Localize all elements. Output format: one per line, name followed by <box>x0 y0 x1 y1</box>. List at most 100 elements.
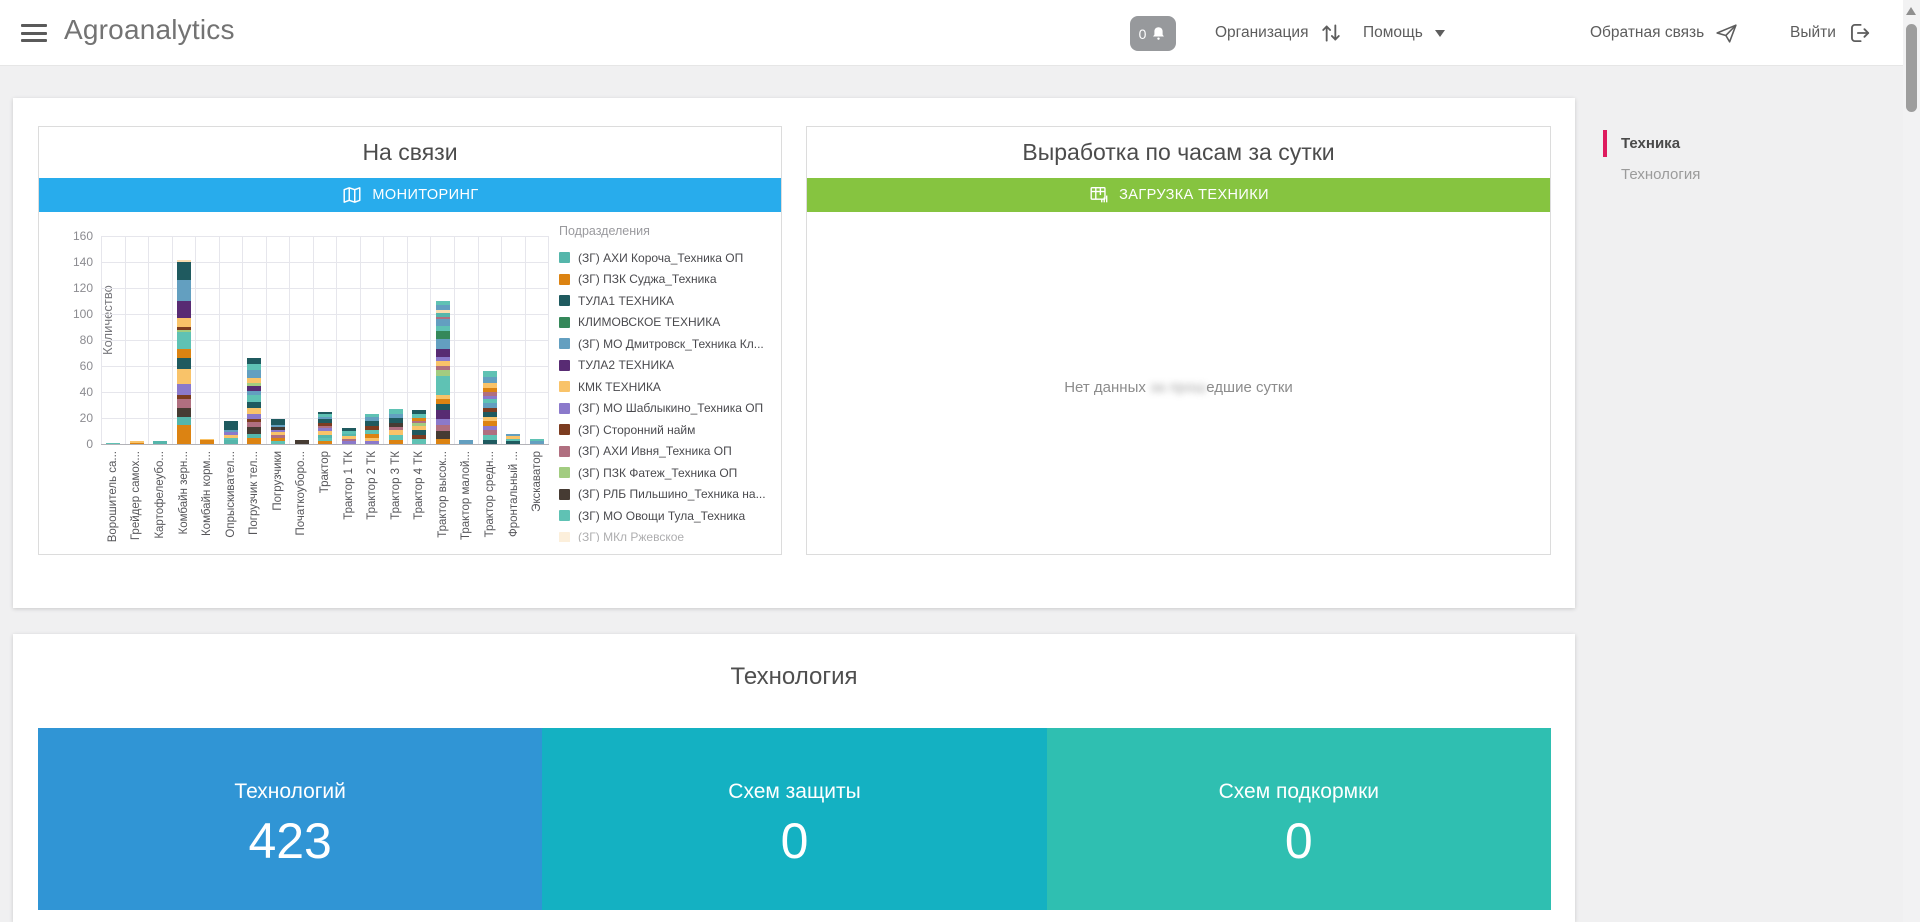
bar-segment <box>388 427 403 430</box>
bar[interactable] <box>318 411 333 444</box>
bar-segment <box>435 325 450 332</box>
bar-segment <box>482 371 497 377</box>
bar-segment <box>435 398 450 404</box>
notifications-button[interactable]: 0 <box>1130 16 1176 51</box>
legend-label: (ЗГ) МО Овощи Тула_Техника <box>578 508 746 523</box>
legend-item[interactable]: (ЗГ) МО Шаблыкино_Техника ОП <box>559 398 779 420</box>
bar[interactable] <box>459 440 474 444</box>
x-tick-label: Комбайн корм... <box>201 451 214 537</box>
bar-segment <box>412 410 427 415</box>
scrollbar-thumb[interactable] <box>1906 24 1917 112</box>
nav-organization[interactable]: Организация <box>1215 0 1344 66</box>
bar-segment <box>435 424 450 432</box>
bar[interactable] <box>341 428 356 444</box>
bar-segment <box>247 363 262 370</box>
legend-item[interactable]: (ЗГ) МО Дмитровск_Техника Кл... <box>559 333 779 355</box>
page-scrollbar[interactable] <box>1903 0 1920 922</box>
legend-swatch <box>559 424 570 436</box>
bar[interactable] <box>435 301 450 444</box>
bar[interactable] <box>270 419 285 444</box>
legend-swatch <box>559 338 570 350</box>
bar[interactable] <box>106 442 121 444</box>
bar[interactable] <box>294 440 309 444</box>
legend-item[interactable]: (ЗГ) АХИ Короча_Техника ОП <box>559 247 779 269</box>
legend-item[interactable]: КЛИМОВСКОЕ ТЕХНИКА <box>559 312 779 334</box>
legend-item[interactable]: (ЗГ) МО Овощи Тула_Техника <box>559 505 779 527</box>
nav-help[interactable]: Помощь <box>1363 0 1445 66</box>
bar[interactable] <box>412 410 427 444</box>
kpi-tile[interactable]: Схем подкормки 0 <box>1046 728 1551 910</box>
bar-segment <box>482 416 497 421</box>
bar-segment <box>388 418 403 424</box>
bar-segment <box>412 420 427 424</box>
gridline <box>101 392 549 393</box>
legend-label: КМК ТЕХНИКА <box>578 379 661 394</box>
bar-segment <box>482 440 497 444</box>
legend-item[interactable]: ТУЛА1 ТЕХНИКА <box>559 290 779 312</box>
y-tick-label: 140 <box>72 255 93 269</box>
bar[interactable] <box>153 441 168 444</box>
nav-feedback[interactable]: Обратная связь <box>1590 0 1739 66</box>
bar-chart: Количество 0 20 40 60 80 100 120 140 160 Ворошит… <box>39 212 781 556</box>
bar-segment <box>247 421 262 428</box>
bar[interactable] <box>365 414 380 444</box>
legend-item[interactable]: ТУЛА2 ТЕХНИКА <box>559 355 779 377</box>
bar-segment <box>223 434 238 438</box>
bar-segment <box>270 424 285 428</box>
legend-item[interactable]: (ЗГ) Сторонний найм <box>559 419 779 441</box>
legend-item[interactable]: (ЗГ) АХИ Ивня_Техника ОП <box>559 441 779 463</box>
machinery-load-button[interactable]: ЗАГРУЗКА ТЕХНИКИ <box>807 178 1550 212</box>
bar-segment <box>435 438 450 444</box>
monitoring-button[interactable]: МОНИТОРИНГ <box>39 178 781 212</box>
x-tick-label: Погрузчики <box>271 451 284 511</box>
bar-segment <box>435 338 450 350</box>
bar-segment <box>388 440 403 444</box>
bar-segment <box>435 357 450 361</box>
legend-label: (ЗГ) Сторонний найм <box>578 422 696 437</box>
chart-column <box>336 237 360 444</box>
bar-segment <box>365 437 380 442</box>
bar[interactable] <box>129 441 144 444</box>
bar-segment <box>176 384 191 395</box>
nav-logout[interactable]: Выйти <box>1790 0 1872 66</box>
legend-title: Подразделения <box>559 224 650 238</box>
scroll-up-icon[interactable] <box>1906 7 1916 15</box>
bar-segment <box>176 262 191 281</box>
bar[interactable] <box>223 420 238 444</box>
bar[interactable] <box>529 438 544 444</box>
bar-segment <box>270 434 285 438</box>
legend-swatch <box>559 510 570 522</box>
bar-segment <box>435 301 450 306</box>
bar[interactable] <box>388 408 403 444</box>
bar[interactable] <box>506 433 521 444</box>
x-tick-label: Трактор малой... <box>460 451 473 541</box>
bar-segment <box>200 438 215 441</box>
bar-segment <box>153 441 168 444</box>
legend-item[interactable]: (ЗГ) ПЗК Суджа_Техника <box>559 269 779 291</box>
active-indicator <box>1603 130 1607 157</box>
x-tick-label: Трактор высок... <box>436 451 449 538</box>
kpi-tile[interactable]: Схем защиты 0 <box>542 728 1047 910</box>
legend-swatch <box>559 381 570 393</box>
legend-item[interactable]: (ЗГ) ПЗК Фатеж_Техника ОП <box>559 462 779 484</box>
bar[interactable] <box>200 438 215 444</box>
kpi-tile[interactable]: Технологий 423 <box>38 728 543 910</box>
bar[interactable] <box>482 371 497 444</box>
bar-segment <box>435 360 450 367</box>
legend-item[interactable]: КМК ТЕХНИКА <box>559 376 779 398</box>
bar-segment <box>318 416 333 420</box>
bar[interactable] <box>176 259 191 444</box>
bar[interactable] <box>247 358 262 444</box>
legend-item[interactable]: (ЗГ) МКл Ржевское <box>559 527 779 542</box>
chart-column <box>242 237 266 444</box>
technology-panel: Технология Технологий 423 Схем защиты 0 Схем… <box>13 634 1575 922</box>
bar-segment <box>270 437 285 442</box>
legend-item[interactable]: (ЗГ) РЛБ Пильшино_Техника на... <box>559 484 779 506</box>
sidebar-item-active[interactable]: Техника <box>1596 128 1886 159</box>
map-icon <box>341 184 363 206</box>
bar-segment <box>341 441 356 444</box>
bar-segment <box>200 440 215 444</box>
sidebar-item-inactive[interactable]: Технология <box>1596 159 1886 190</box>
hamburger-menu-icon[interactable] <box>21 24 47 43</box>
legend-label: (ЗГ) МО Дмитровск_Техника Кл... <box>578 336 764 351</box>
